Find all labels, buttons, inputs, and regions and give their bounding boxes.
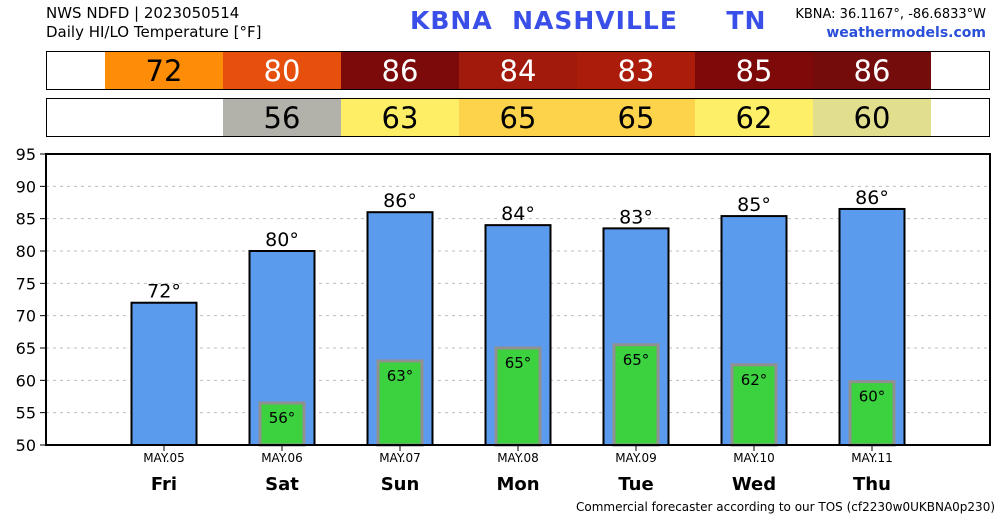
hi-strip-cell: 86 bbox=[813, 52, 931, 89]
y-tick-label: 55 bbox=[16, 404, 36, 423]
header-info: NWS NDFD | 2023050514 Daily HI/LO Temper… bbox=[46, 4, 262, 42]
high-bar bbox=[130, 301, 198, 446]
x-tick-label: MAY.10 bbox=[733, 451, 775, 465]
header-right: KBNA: 36.1167°, -86.6833°W weathermodels… bbox=[795, 5, 986, 43]
day-label: Fri bbox=[151, 474, 177, 495]
x-tick-label: MAY.07 bbox=[379, 451, 421, 465]
day-label: Thu bbox=[853, 474, 891, 495]
x-tick-label: MAY.06 bbox=[261, 451, 303, 465]
low-bar bbox=[612, 343, 660, 447]
y-tick-label: 65 bbox=[16, 339, 36, 358]
low-bar bbox=[730, 363, 778, 447]
high-temp-strip: 72 80 86 84 83 85 86 bbox=[46, 51, 990, 90]
hi-strip-cell: 72 bbox=[105, 52, 223, 89]
station-title: KBNA NASHVILLE TN bbox=[410, 6, 767, 35]
day-label: Sat bbox=[265, 474, 299, 495]
high-bar-label: 85° bbox=[737, 194, 771, 216]
low-bar-label: 62° bbox=[741, 371, 768, 389]
low-bar bbox=[494, 346, 542, 447]
day-label: Mon bbox=[496, 474, 539, 495]
hi-strip-cell: 85 bbox=[695, 52, 813, 89]
low-bar bbox=[848, 380, 896, 447]
day-label: Wed bbox=[732, 474, 776, 495]
low-temp-strip: 56 63 65 65 62 60 bbox=[46, 98, 990, 137]
lo-strip-cell: 60 bbox=[813, 99, 931, 136]
day-label: Tue bbox=[618, 474, 653, 495]
low-bar-label: 65° bbox=[505, 354, 532, 372]
high-bar-label: 86° bbox=[855, 187, 889, 209]
footer-note: Commercial forecaster according to our T… bbox=[576, 500, 996, 514]
y-tick-label: 85 bbox=[16, 210, 36, 229]
low-bar-label: 60° bbox=[859, 388, 886, 406]
y-tick-label: 75 bbox=[16, 274, 36, 293]
low-bar-label: 56° bbox=[269, 409, 296, 427]
low-bar-label: 63° bbox=[387, 367, 414, 385]
hi-strip-cell: 80 bbox=[223, 52, 341, 89]
low-bar bbox=[376, 359, 424, 447]
station-coords: KBNA: 36.1167°, -86.6833°W bbox=[795, 7, 986, 22]
lo-strip-cell: 65 bbox=[577, 99, 695, 136]
x-tick-label: MAY.09 bbox=[615, 451, 657, 465]
y-tick-label: 60 bbox=[16, 371, 36, 390]
high-bar-label: 72° bbox=[147, 281, 181, 303]
x-tick-label: MAY.08 bbox=[497, 451, 539, 465]
axis-layer: 50 55 60 65 70 75 80 85 90 95 MAY.05 Fri MAY.06 Sat MA… bbox=[16, 145, 893, 495]
y-tick-label: 70 bbox=[16, 307, 36, 326]
lo-strip-cell: 65 bbox=[459, 99, 577, 136]
hi-strip-cell: 83 bbox=[577, 52, 695, 89]
y-tick-label: 50 bbox=[16, 436, 36, 455]
x-tick-label: MAY.11 bbox=[851, 451, 893, 465]
x-tick-label: MAY.05 bbox=[143, 451, 185, 465]
lo-strip-cell: 62 bbox=[695, 99, 813, 136]
lo-strip-cell bbox=[105, 99, 223, 136]
low-bar-label: 65° bbox=[623, 351, 650, 369]
day-label: Sun bbox=[381, 474, 420, 495]
high-bar-label: 86° bbox=[383, 190, 417, 212]
site-link[interactable]: weathermodels.com bbox=[826, 25, 986, 41]
high-bar-label: 84° bbox=[501, 203, 535, 225]
lo-strip-cell: 56 bbox=[223, 99, 341, 136]
y-tick-label: 95 bbox=[16, 145, 36, 164]
lo-strip-cell: 63 bbox=[341, 99, 459, 136]
hi-strip-cell: 84 bbox=[459, 52, 577, 89]
model-run-label: NWS NDFD | 2023050514 bbox=[46, 4, 240, 22]
bar-layer: 72° 80° 56° 86° 63° 84° 65° 83° 65° 85° 62° 86° 60° bbox=[130, 187, 906, 447]
product-label: Daily HI/LO Temperature [°F] bbox=[46, 23, 262, 41]
hi-strip-cell: 86 bbox=[341, 52, 459, 89]
y-tick-label: 90 bbox=[16, 177, 36, 196]
high-bar-label: 80° bbox=[265, 229, 299, 251]
y-tick-label: 80 bbox=[16, 242, 36, 261]
high-bar-label: 83° bbox=[619, 206, 653, 228]
